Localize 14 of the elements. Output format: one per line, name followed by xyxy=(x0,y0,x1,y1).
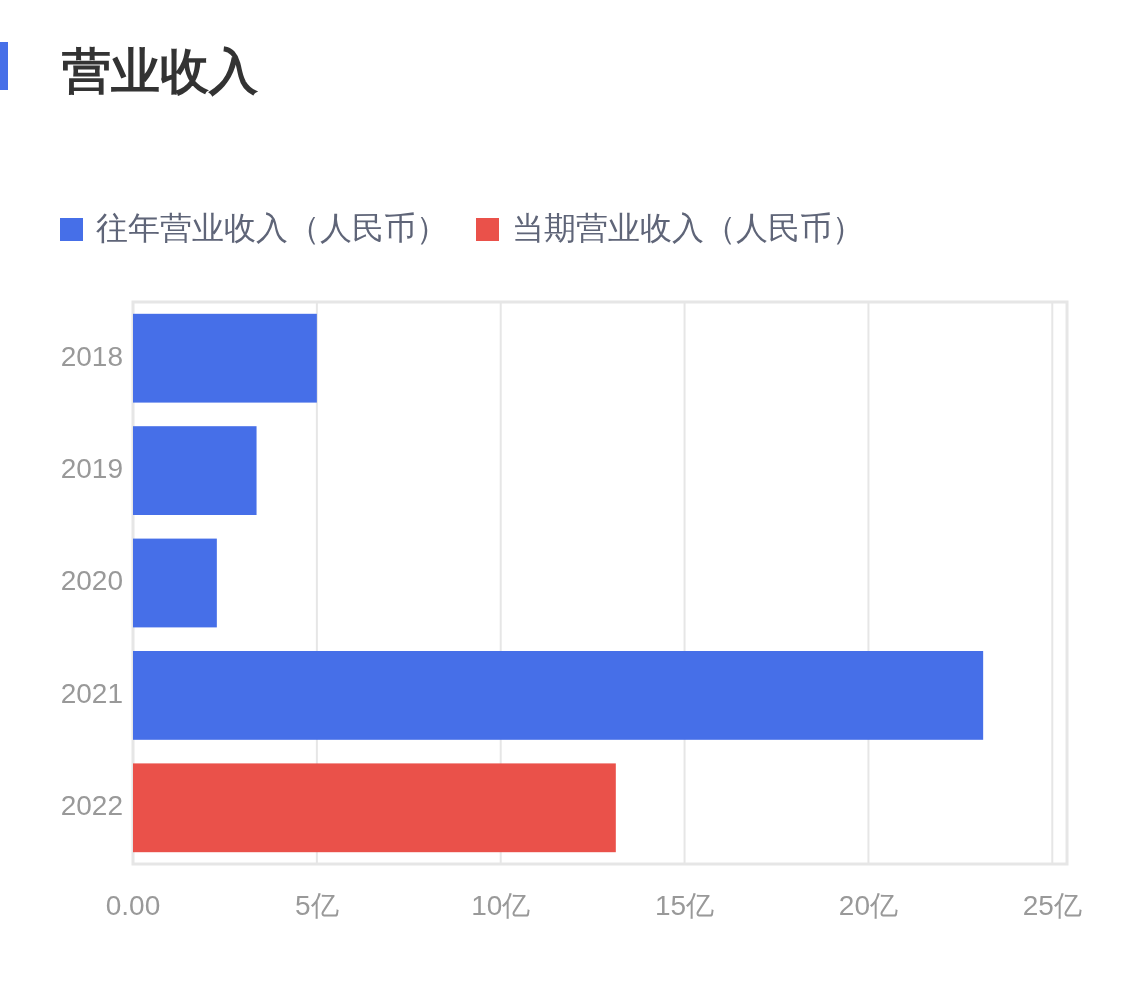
legend-label: 往年营业收入（人民币） xyxy=(96,209,448,247)
x-tick-label: 25亿 xyxy=(1022,890,1082,921)
x-tick-label: 0.00 xyxy=(105,890,161,921)
x-tick-label: 20亿 xyxy=(838,890,899,921)
x-tick-label: 10亿 xyxy=(471,890,531,921)
y-tick-label: 2018 xyxy=(60,340,123,372)
x-tick-label: 15亿 xyxy=(655,890,715,921)
y-tick-label: 2022 xyxy=(60,790,123,822)
chart-title: 营业收入 xyxy=(62,43,259,100)
x-tick-label: 5亿 xyxy=(295,890,339,921)
legend-label: 当期营业收入（人民币） xyxy=(512,209,864,247)
y-tick-label: 2021 xyxy=(60,677,123,709)
y-tick-label: 2019 xyxy=(60,452,123,484)
y-tick-label: 2020 xyxy=(60,565,123,597)
